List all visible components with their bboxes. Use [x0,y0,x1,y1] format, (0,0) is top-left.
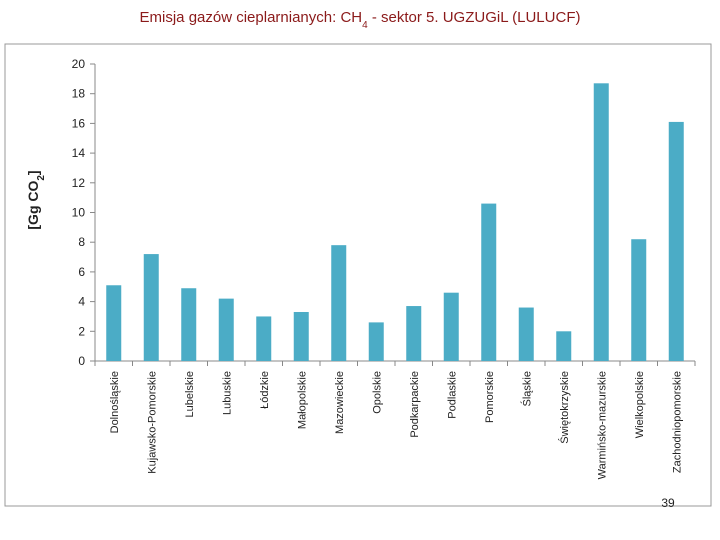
y-tick-label: 10 [72,206,86,220]
x-tick-label: Podlaskie [446,371,458,419]
y-label-sub: 2 [36,175,47,181]
bar [181,288,197,361]
y-tick-label: 8 [78,235,85,249]
title-part: Emisja gazów cieplarnianych: CH [140,9,363,26]
title-part: - sektor 5. UGZUGiL (LULUCF) [368,9,581,26]
y-label-part: ] [25,170,41,175]
x-tick-label: Opolskie [371,371,383,414]
bar [293,311,309,361]
y-axis-label: [Gg CO2] [25,170,47,229]
title-sub: 4 [362,20,368,31]
x-tick-label: Podkarpackie [409,371,421,438]
x-tick-label: Śląskie [520,371,533,406]
y-tick-label: 6 [78,265,85,279]
bar [631,239,647,361]
bar [256,316,272,361]
bar [331,245,347,361]
y-tick-label: 20 [72,57,86,71]
x-tick-label: Pomorskie [484,371,496,423]
y-tick-label: 18 [72,87,86,101]
bar [218,298,234,361]
y-tick-label: 14 [72,146,86,160]
y-tick-label: 12 [72,176,86,190]
bar [518,307,534,361]
y-tick-label: 4 [78,295,85,309]
x-tick-label: Zachodniopomorskie [671,371,683,473]
page-number: 39 [661,496,675,510]
y-tick-label: 2 [78,324,85,338]
x-tick-label: Wielkopolskie [634,371,646,438]
x-tick-label: Kujawsko-Pomorskie [146,371,158,474]
x-tick-label: Małopolskie [296,371,308,429]
bar [593,83,609,362]
bar [106,285,122,361]
y-tick-label: 16 [72,116,86,130]
chart-title: Emisja gazów cieplarnianych: CH4 - sekto… [140,9,581,31]
y-tick-label: 0 [78,354,85,368]
bar [668,121,684,361]
bar [143,254,159,361]
bar [443,292,459,361]
bar [368,322,384,361]
bar [406,306,422,361]
x-tick-label: Lubuskie [221,371,233,415]
chart-frame [4,43,712,507]
bar [556,331,572,361]
x-tick-label: Lubelskie [184,371,196,417]
x-tick-label: Dolnośląskie [109,371,121,433]
bar [481,203,497,361]
x-tick-label: Warmińsko-mazurskie [596,371,608,479]
x-tick-label: Mazowieckie [334,371,346,434]
x-tick-label: Łódzkie [259,371,271,409]
x-tick-label: Świętokrzyskie [558,371,571,444]
y-label-part: [Gg CO [25,181,41,230]
